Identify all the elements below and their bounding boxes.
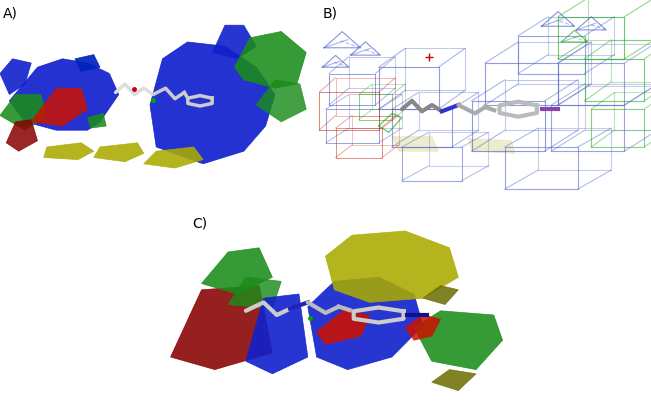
Polygon shape: [75, 55, 100, 71]
Polygon shape: [405, 315, 441, 340]
Polygon shape: [87, 113, 106, 128]
Polygon shape: [414, 311, 503, 370]
Polygon shape: [0, 94, 47, 130]
Polygon shape: [392, 136, 439, 151]
Polygon shape: [31, 88, 87, 126]
Polygon shape: [326, 231, 458, 302]
Text: A): A): [3, 6, 18, 20]
Polygon shape: [9, 59, 118, 130]
Polygon shape: [246, 294, 308, 374]
Polygon shape: [316, 311, 370, 344]
Polygon shape: [234, 32, 306, 88]
Polygon shape: [150, 42, 275, 164]
Polygon shape: [228, 277, 281, 309]
Polygon shape: [202, 248, 272, 294]
Polygon shape: [94, 143, 144, 162]
Text: C): C): [193, 216, 208, 230]
Polygon shape: [0, 59, 31, 94]
Polygon shape: [256, 80, 306, 122]
Polygon shape: [171, 286, 272, 370]
Polygon shape: [144, 147, 203, 168]
Polygon shape: [44, 143, 94, 160]
Polygon shape: [7, 120, 38, 151]
Polygon shape: [432, 370, 476, 391]
Polygon shape: [469, 139, 515, 153]
Text: B): B): [322, 6, 337, 20]
Polygon shape: [308, 277, 423, 370]
Polygon shape: [423, 286, 458, 304]
Polygon shape: [212, 25, 256, 59]
